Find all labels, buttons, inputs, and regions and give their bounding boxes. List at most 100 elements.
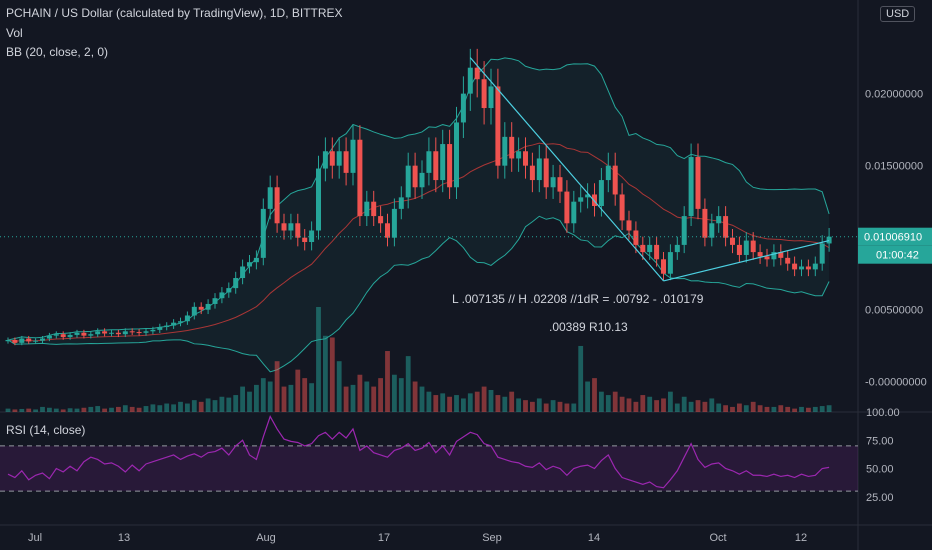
- volume-bar: [812, 406, 818, 412]
- candle-body: [474, 67, 480, 80]
- candle-body: [205, 303, 211, 310]
- volume-bar: [737, 403, 742, 412]
- bollinger-lower-line: [7, 215, 830, 373]
- volume-bar: [19, 408, 25, 412]
- volume-bar: [40, 406, 45, 412]
- candle-body: [260, 208, 266, 258]
- candle-body: [826, 236, 832, 244]
- volume-bar: [647, 396, 653, 412]
- volume-bar: [723, 405, 728, 412]
- volume-bar: [288, 384, 294, 412]
- volume-bar: [357, 374, 363, 412]
- volume-bar: [350, 384, 356, 412]
- candle-body: [219, 292, 225, 299]
- candle-body: [295, 223, 301, 238]
- candle-body: [357, 139, 363, 217]
- volume-bar: [454, 395, 459, 412]
- volume-bar: [481, 386, 487, 412]
- volume-legend[interactable]: Vol: [6, 26, 23, 40]
- candle-body: [122, 331, 128, 335]
- candle-body: [688, 157, 694, 217]
- volume-bar: [5, 408, 11, 412]
- candle-body: [302, 237, 308, 243]
- volume-bar: [247, 391, 252, 412]
- candle-body: [805, 266, 811, 270]
- rsi-legend[interactable]: RSI (14, close): [6, 423, 86, 437]
- candle-body: [488, 86, 494, 109]
- countdown-label: 01:00:42: [876, 250, 919, 262]
- candle-body: [792, 263, 798, 270]
- volume-bar: [336, 361, 342, 412]
- y-tick-label: 0.00500000: [865, 305, 923, 317]
- candle-body: [288, 223, 294, 231]
- volume-bar: [536, 398, 542, 412]
- rsi-tick-label: 50.00: [866, 464, 894, 476]
- candle-body: [198, 306, 204, 310]
- candle-body: [240, 266, 246, 279]
- volume-bar: [385, 351, 390, 412]
- candle-body: [336, 151, 342, 166]
- y-tick-label: 0.01500000: [865, 161, 923, 173]
- volume-bar: [806, 407, 811, 412]
- candle-body: [440, 144, 446, 181]
- volume-bar: [461, 398, 466, 412]
- currency-button[interactable]: USD: [880, 6, 916, 22]
- volume-bar: [323, 335, 328, 412]
- candle-body: [550, 177, 556, 188]
- candle-body: [736, 244, 742, 255]
- volume-bar: [26, 408, 32, 412]
- countdown-tag: [858, 245, 932, 264]
- x-tick-label: 17: [378, 532, 390, 544]
- volume-bar: [398, 378, 404, 412]
- candle-body: [750, 240, 756, 253]
- volume-bar: [302, 378, 308, 412]
- volume-bar: [219, 396, 225, 412]
- candle-body: [267, 187, 273, 209]
- candle-body: [695, 157, 701, 209]
- volume-bar: [750, 401, 756, 412]
- candle-body: [178, 321, 183, 323]
- candle-body: [391, 208, 397, 238]
- volume-bar: [405, 356, 411, 412]
- candle-body: [612, 165, 618, 195]
- candle-body: [53, 334, 59, 336]
- candle-body: [640, 244, 646, 253]
- candle-body: [460, 93, 466, 123]
- candle-body: [412, 165, 418, 188]
- volume-bar: [502, 396, 508, 412]
- volume-bar: [605, 395, 611, 412]
- candle-body: [226, 288, 232, 293]
- candle-body: [316, 168, 321, 231]
- candle-body: [536, 158, 542, 181]
- volume-bar: [819, 406, 825, 412]
- candle-body: [247, 262, 252, 267]
- x-tick-label: 13: [118, 532, 130, 544]
- volume-bar: [792, 408, 797, 412]
- candle-body: [481, 79, 487, 109]
- candle-body: [778, 252, 784, 258]
- candle-body: [253, 257, 259, 263]
- trend-line-up: [663, 239, 830, 282]
- candle-body: [274, 187, 280, 224]
- volume-bar: [612, 391, 618, 412]
- volume-bar: [212, 400, 218, 412]
- volume-bar: [426, 391, 432, 412]
- volume-bar: [530, 401, 535, 412]
- bollinger-basis-line: [7, 142, 830, 342]
- volume-bar: [53, 408, 59, 412]
- candle-body: [33, 340, 39, 342]
- rsi-tick-label: 75.00: [866, 435, 894, 447]
- candle-body: [467, 67, 473, 94]
- candle-body: [633, 230, 639, 245]
- candle-body: [564, 191, 570, 224]
- volume-bar: [661, 398, 666, 412]
- volume-bar: [743, 405, 749, 412]
- annotation-line-2: .00389 R10.13: [549, 320, 628, 334]
- x-tick-label: 12: [795, 532, 807, 544]
- bollinger-legend[interactable]: BB (20, close, 2, 0): [6, 45, 109, 59]
- candle-body: [184, 315, 190, 322]
- volume-bar: [674, 403, 680, 412]
- volume-bar: [688, 401, 694, 412]
- candle-body: [329, 151, 335, 166]
